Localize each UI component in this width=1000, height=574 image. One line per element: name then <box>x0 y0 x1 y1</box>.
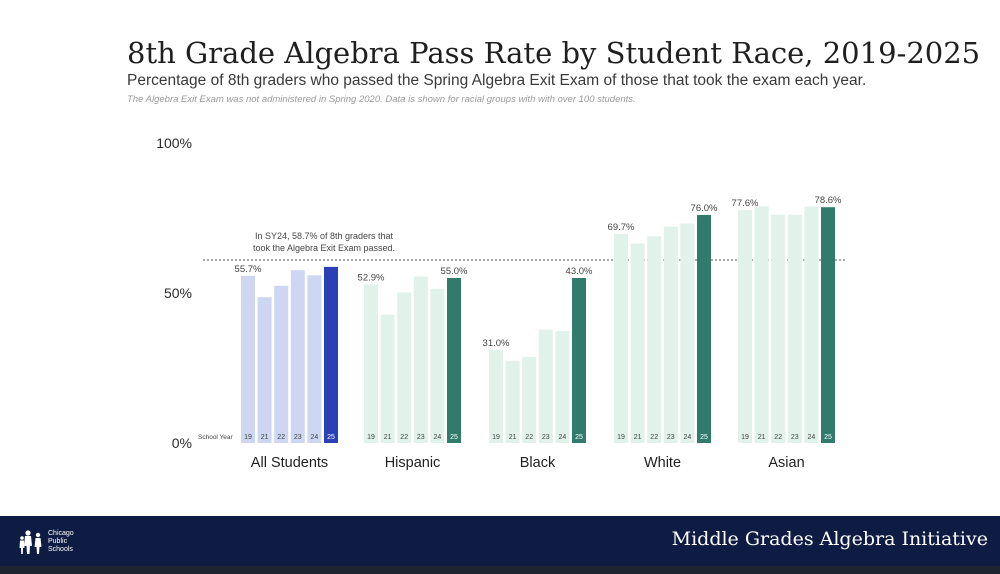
bar <box>522 356 537 443</box>
bar <box>430 288 445 443</box>
year-tick-label: 23 <box>667 434 675 441</box>
year-tick-label: 22 <box>277 434 285 441</box>
year-tick-label: 21 <box>384 434 392 441</box>
bar <box>364 284 378 443</box>
bar <box>754 206 769 443</box>
bar <box>787 214 802 443</box>
year-tick-label: 23 <box>417 434 425 441</box>
year-tick-label: 19 <box>492 434 500 441</box>
logo-line-3: Schools <box>48 546 73 553</box>
bar <box>821 207 835 443</box>
bar <box>380 314 395 443</box>
y-tick-label: 0% <box>172 435 192 451</box>
year-tick-label: 22 <box>525 434 533 441</box>
bar <box>680 223 695 443</box>
year-tick-label: 24 <box>808 434 816 441</box>
year-tick-label: 19 <box>741 434 749 441</box>
school-year-label: School Year <box>198 434 234 441</box>
bar <box>307 275 322 443</box>
cps-people-icon <box>19 530 42 554</box>
bar <box>771 214 786 443</box>
year-tick-label: 24 <box>311 434 319 441</box>
chart-title: 8th Grade Algebra Pass Rate by Student R… <box>127 36 981 70</box>
year-tick-label: 25 <box>824 434 832 441</box>
group-label: Asian <box>768 455 804 471</box>
data-label: 77.6% <box>732 198 759 209</box>
bar <box>397 292 412 443</box>
group-label: Black <box>520 455 556 471</box>
bar <box>572 278 586 443</box>
year-tick-label: 24 <box>434 434 442 441</box>
year-tick-label: 21 <box>634 434 642 441</box>
chart-subtitle: Percentage of 8th graders who passed the… <box>127 72 867 89</box>
bar <box>697 215 711 443</box>
bar <box>804 206 819 443</box>
data-label: 52.9% <box>358 272 385 283</box>
cps-logo: Chicago Public Schools <box>18 526 98 558</box>
year-tick-label: 23 <box>791 434 799 441</box>
bar <box>489 350 503 443</box>
year-tick-label: 21 <box>758 434 766 441</box>
year-tick-label: 22 <box>400 434 408 441</box>
year-tick-label: 25 <box>327 434 335 441</box>
logo-line-2: Public <box>48 538 68 545</box>
data-label: 76.0% <box>691 203 718 214</box>
bar <box>505 360 520 443</box>
year-tick-label: 24 <box>684 434 692 441</box>
year-tick-label: 21 <box>509 434 517 441</box>
year-tick-label: 22 <box>774 434 782 441</box>
cps-logo-text: Chicago Public Schools <box>48 530 74 554</box>
data-label: 69.7% <box>608 222 635 233</box>
footer-bar: Chicago Public Schools Middle Grades Alg… <box>0 516 1000 566</box>
data-label: 43.0% <box>566 266 593 277</box>
year-tick-label: 24 <box>559 434 567 441</box>
bar <box>274 285 289 443</box>
bar <box>738 210 752 443</box>
year-tick-label: 23 <box>294 434 302 441</box>
bar <box>647 236 662 443</box>
year-tick-label: 19 <box>244 434 252 441</box>
bar <box>614 233 628 443</box>
bar <box>630 243 645 443</box>
data-label: 55.0% <box>441 266 468 277</box>
bar <box>241 275 255 443</box>
year-tick-label: 25 <box>575 434 583 441</box>
data-label: 31.0% <box>483 338 510 349</box>
bar <box>447 278 461 443</box>
year-tick-label: 19 <box>617 434 625 441</box>
bar <box>290 270 305 443</box>
bar-chart: 0% 50% 100% In SY24, 58.7% of 8th graders t… <box>156 135 847 471</box>
data-label: 78.6% <box>815 195 842 206</box>
bar <box>413 276 428 443</box>
year-tick-label: 25 <box>450 434 458 441</box>
bar <box>555 331 570 443</box>
y-tick-label: 50% <box>164 285 192 301</box>
bar <box>324 266 338 443</box>
group-label: All Students <box>251 455 328 471</box>
group-label: Hispanic <box>385 455 441 471</box>
data-label: 55.7% <box>235 264 262 275</box>
annotation-line-2: took the Algebra Exit Exam passed. <box>253 243 395 253</box>
y-tick-label: 100% <box>156 135 192 151</box>
group-label: White <box>644 455 681 471</box>
year-tick-label: 21 <box>261 434 269 441</box>
logo-line-1: Chicago <box>48 530 74 537</box>
footer-strip <box>0 566 1000 574</box>
footer-initiative-title: Middle Grades Algebra Initiative <box>671 528 988 550</box>
year-tick-label: 22 <box>650 434 658 441</box>
chart-note: The Algebra Exit Exam was not administer… <box>127 94 636 105</box>
year-tick-label: 19 <box>367 434 375 441</box>
year-tick-label: 23 <box>542 434 550 441</box>
bar <box>257 297 272 443</box>
year-tick-label: 25 <box>700 434 708 441</box>
bar <box>663 226 678 443</box>
annotation-line-1: In SY24, 58.7% of 8th graders that <box>255 231 394 241</box>
bar <box>538 329 553 443</box>
